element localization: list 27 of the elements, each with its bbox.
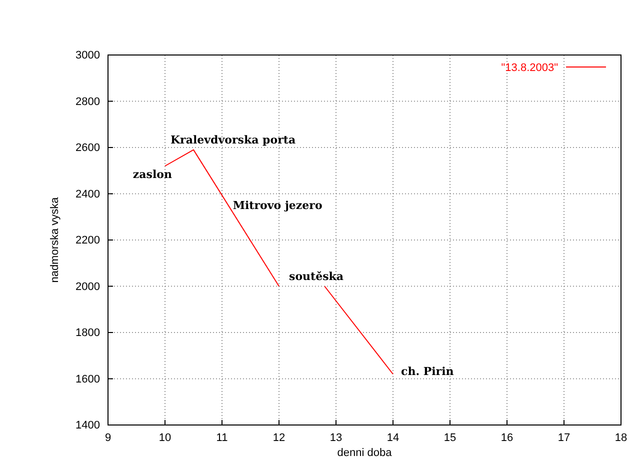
annotation: soutěska <box>289 270 344 284</box>
x-tick-label: 10 <box>158 432 172 444</box>
x-tick-label: 18 <box>614 432 628 444</box>
x-tick-label: 14 <box>386 432 400 444</box>
x-tick-label: 16 <box>500 432 514 444</box>
legend-label: "13.8.2003" <box>501 62 558 74</box>
y-tick-label: 2400 <box>76 188 100 200</box>
y-tick-label: 1600 <box>76 373 100 386</box>
y-axis-title: nadmorska vyska <box>49 196 61 283</box>
x-tick-label: 9 <box>104 432 112 444</box>
x-tick-label: 15 <box>444 432 456 444</box>
y-tick-label: 2000 <box>76 280 100 293</box>
y-tick-label: 2600 <box>76 142 100 154</box>
x-tick-label: 17 <box>558 432 570 444</box>
y-tick-label: 2200 <box>76 234 100 247</box>
y-tick-label: 2800 <box>76 96 100 108</box>
annotation: Kralevdvorska porta <box>170 134 296 147</box>
y-tick-label: 1800 <box>76 327 100 340</box>
x-tick-label: 13 <box>330 432 342 444</box>
x-tick-label: 12 <box>272 432 286 444</box>
x-axis-title: denni doba <box>337 447 393 459</box>
y-tick-label: 1400 <box>76 420 100 432</box>
y-tick-label: 3000 <box>76 50 100 62</box>
annotation: Mitrovo jezero <box>232 199 322 212</box>
annotation: ch. Pirin <box>401 364 454 378</box>
x-tick-label: 11 <box>216 432 228 444</box>
annotation: zaslon <box>132 168 172 181</box>
